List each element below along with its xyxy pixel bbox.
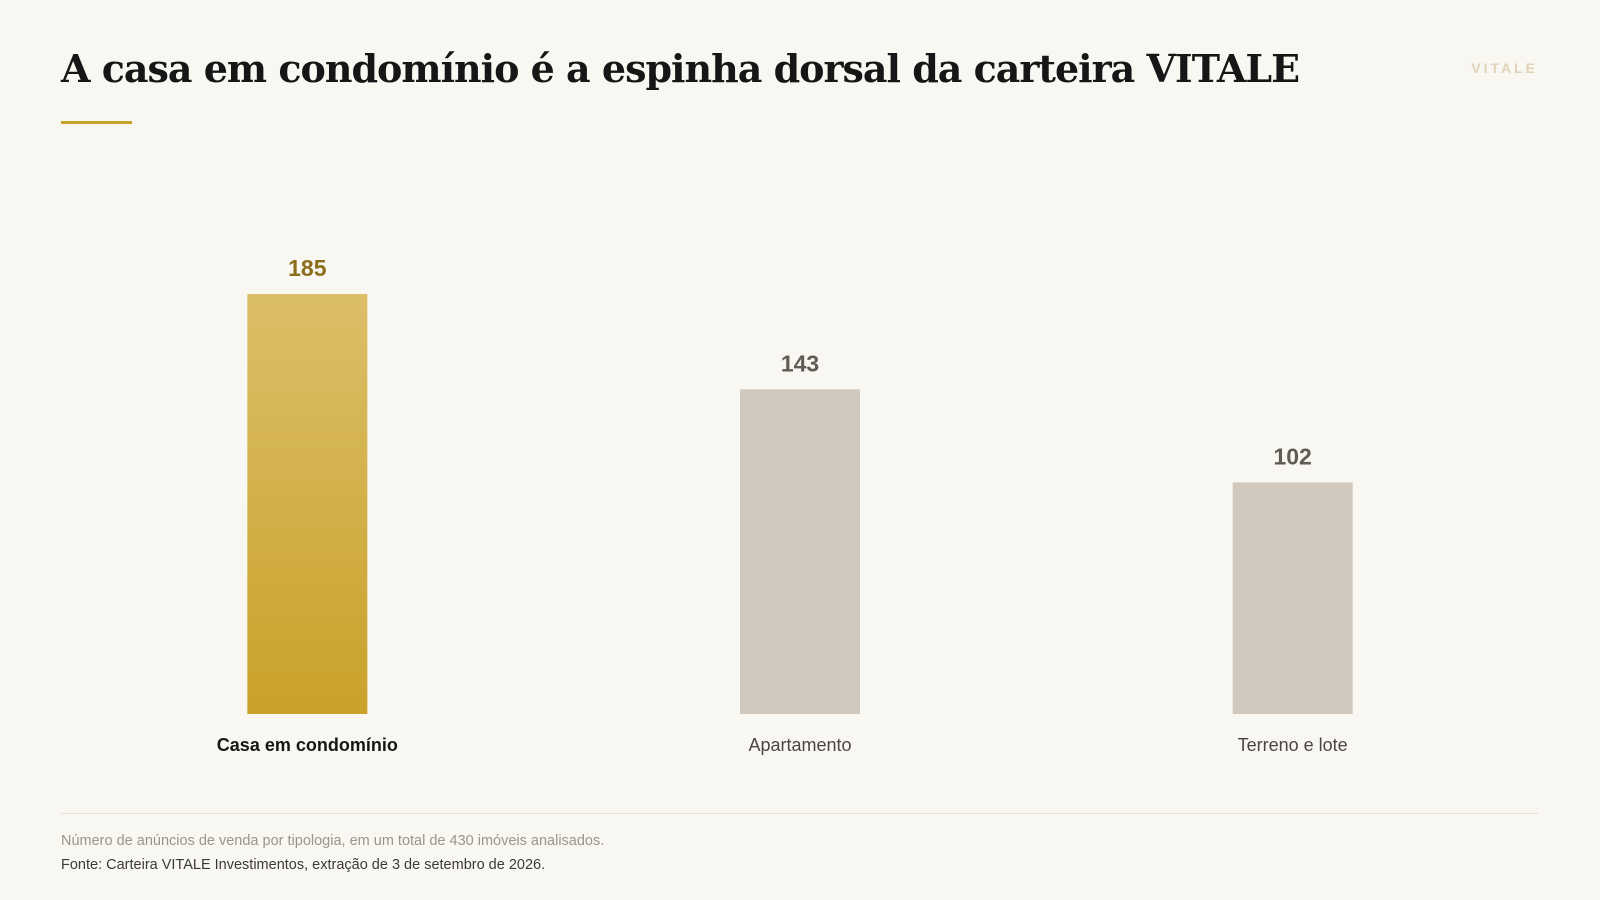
footer-divider	[61, 813, 1538, 814]
chart-note: Número de anúncios de venda por tipologi…	[61, 833, 605, 849]
bar-group: 185 Casa em condomínio 143 Apartamento 102 Te…	[217, 255, 1353, 755]
bar	[740, 389, 860, 714]
data-label: 102	[1273, 443, 1311, 469]
data-label: 185	[288, 255, 327, 281]
page-title: A casa em condomínio é a espinha dorsal …	[61, 46, 1300, 91]
data-label: 143	[781, 350, 819, 376]
category-label: Apartamento	[748, 735, 851, 755]
bar-chart: 185 Casa em condomínio 143 Apartamento 102 Te…	[217, 255, 1353, 755]
category-label: Terreno e lote	[1238, 735, 1348, 755]
chart-source: Fonte: Carteira VITALE Investimentos, ex…	[61, 857, 546, 873]
bar	[1232, 482, 1353, 714]
brand-logo: VITALE	[1471, 60, 1538, 76]
category-label: Casa em condomínio	[217, 735, 398, 755]
bar	[247, 294, 368, 714]
title-accent-rule	[61, 121, 132, 124]
